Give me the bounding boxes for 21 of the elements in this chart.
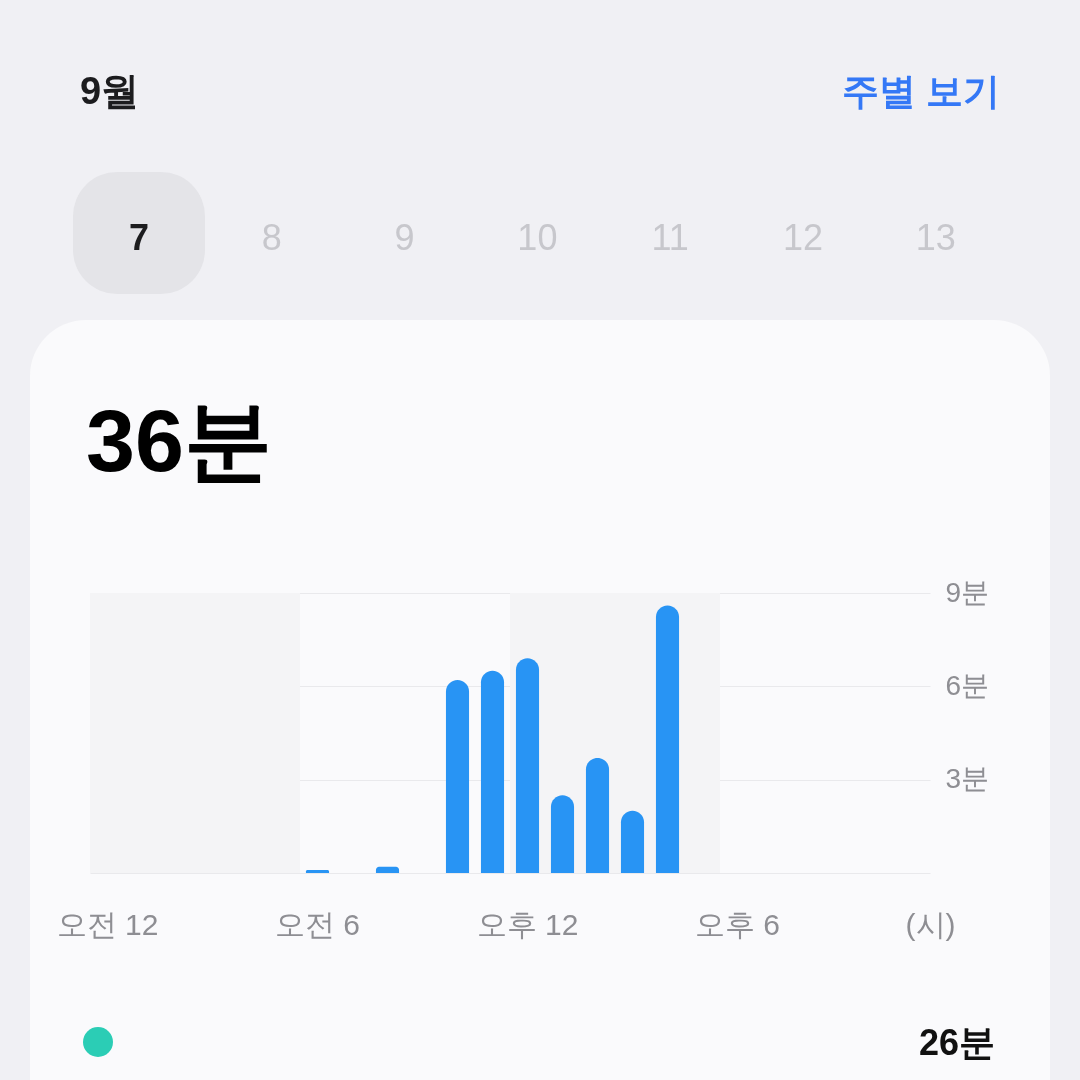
y-tick-label: 6분 [945,669,990,701]
bar [480,670,505,873]
text: 26분 [918,1022,995,1063]
x-tick-label: 오전 6 [274,907,361,941]
chart-title: 36분 [86,391,272,490]
x-tick-label: 오전 12 [56,907,159,941]
bar [585,757,610,873]
text: 7 [128,217,150,258]
x-axis-title: (시) [905,907,956,941]
bar [445,680,470,873]
y-tick-label: 9분 [945,576,990,608]
bar [550,795,575,873]
bar [375,866,400,873]
x-tick-label: 오후 6 [694,907,781,941]
text: 주별 보기 [841,71,1000,112]
bar [620,810,645,873]
bar [655,605,680,873]
y-tick-label: 3분 [945,763,990,795]
x-tick-label: 오후 12 [476,907,579,941]
text: 9월 [80,70,140,112]
bar [515,658,540,873]
